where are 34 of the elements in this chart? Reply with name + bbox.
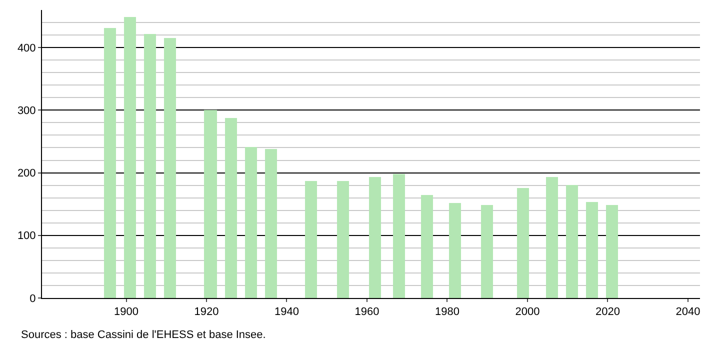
- x-tick-label: 2020: [595, 306, 620, 318]
- bar: [481, 205, 493, 298]
- y-tick-label: 200: [17, 168, 36, 180]
- bar: [124, 17, 136, 298]
- x-tick-label: 2040: [676, 306, 700, 318]
- bar: [164, 38, 176, 298]
- y-tick-label: 100: [17, 230, 36, 242]
- x-tick-label: 1940: [274, 306, 299, 318]
- y-tick-label: 0: [30, 292, 36, 305]
- x-tick-label: 1960: [354, 306, 380, 318]
- bar: [517, 188, 529, 298]
- bar: [337, 181, 349, 298]
- bar: [449, 203, 461, 298]
- bar: [144, 34, 156, 298]
- x-tick-label: 1980: [434, 306, 460, 318]
- x-tick-label: 2000: [515, 306, 540, 318]
- bar: [421, 195, 433, 298]
- bar: [104, 28, 116, 298]
- y-tick-label: 400: [17, 42, 36, 54]
- bar: [586, 202, 598, 298]
- bar: [393, 174, 405, 298]
- bar: [369, 177, 381, 298]
- bar: [606, 205, 618, 298]
- y-tick-label: 300: [17, 105, 36, 118]
- x-tick-label: 1920: [194, 306, 219, 318]
- bar: [204, 110, 217, 298]
- bar: [566, 185, 578, 298]
- x-tick-label: 1900: [114, 306, 138, 318]
- bar: [265, 149, 277, 298]
- bar: [245, 147, 257, 298]
- source-note: Sources : base Cassini de l'EHESS et base Insee.: [21, 329, 266, 340]
- bar: [546, 177, 558, 298]
- bar: [305, 181, 317, 298]
- bar: [225, 118, 237, 298]
